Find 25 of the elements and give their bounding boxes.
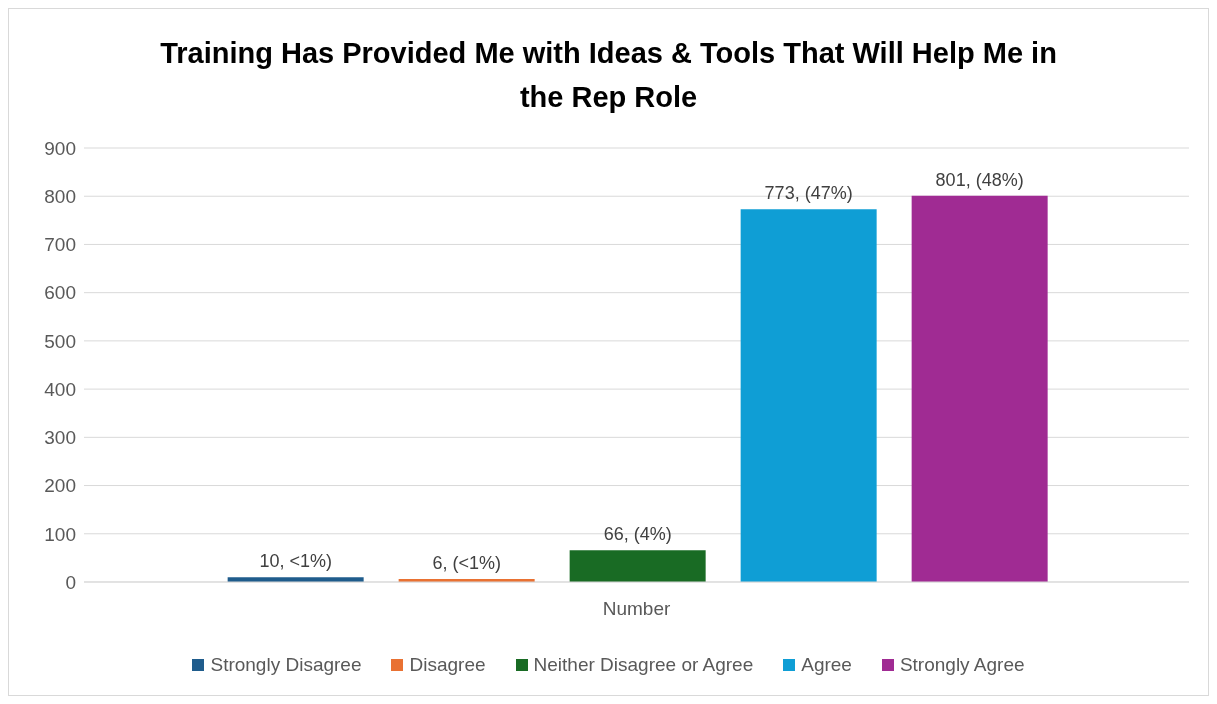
bar xyxy=(569,550,706,582)
legend-label: Strongly Disagree xyxy=(209,654,362,676)
y-tick-label: 800 xyxy=(44,185,76,207)
data-label: 801, (48%) xyxy=(935,169,1024,190)
y-tick-label: 0 xyxy=(65,571,76,593)
data-label: 66, (4%) xyxy=(603,524,672,545)
data-label: 10, <1%) xyxy=(259,551,332,572)
legend-label: Neither Disagree or Agree xyxy=(532,654,754,676)
y-tick-label: 500 xyxy=(44,330,76,352)
chart-title: Training Has Provided Me with Ideas & Tools That Will Help Me in the Rep Role xyxy=(159,36,1058,115)
legend-label: Disagree xyxy=(408,654,486,676)
y-tick-label: 100 xyxy=(44,523,76,545)
x-tick-label: Number xyxy=(602,598,671,620)
bar xyxy=(911,195,1048,582)
y-tick-label: 700 xyxy=(44,234,76,256)
legend-label: Strongly Agree xyxy=(898,654,1025,676)
data-label: 773, (47%) xyxy=(764,183,853,204)
data-label: 6, (<1%) xyxy=(432,553,501,574)
legend-label: Agree xyxy=(800,654,852,676)
y-tick-label: 400 xyxy=(44,378,76,400)
y-tick-label: 300 xyxy=(44,427,76,449)
y-tick-label: 600 xyxy=(44,282,76,304)
y-tick-label: 200 xyxy=(44,475,76,497)
bar xyxy=(740,209,877,582)
y-tick-label: 900 xyxy=(44,137,76,159)
